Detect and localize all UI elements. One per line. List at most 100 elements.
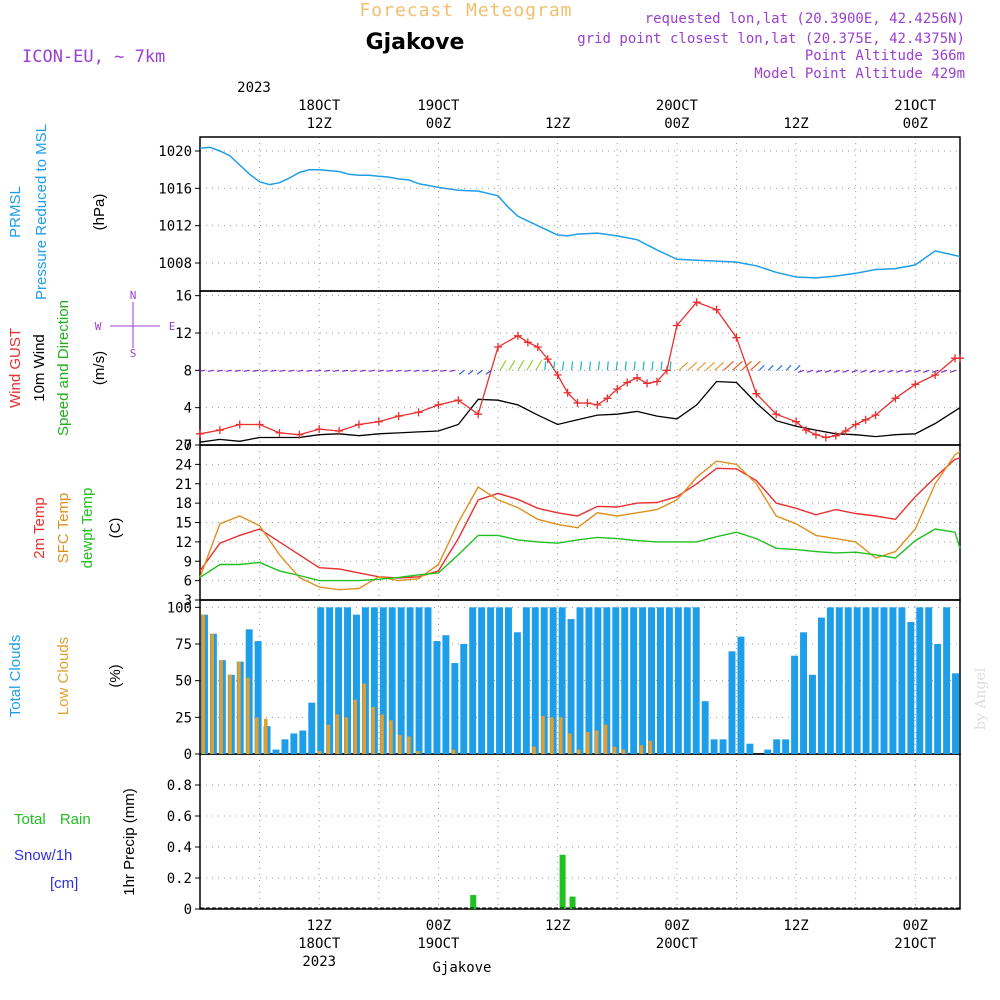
- precip-labels: Total Rain Snow/1h [cm] 1hr Precip (mm): [14, 788, 138, 896]
- total-cloud-bar: [344, 607, 351, 754]
- gust-marker: [295, 430, 304, 439]
- total-cloud-bar: [782, 739, 790, 754]
- wind-direction-arrow: [324, 369, 331, 372]
- ytick-label: 27: [175, 438, 192, 454]
- pressure-label-2: Pressure Reduced to MSL: [33, 124, 50, 300]
- gust-marker: [652, 377, 661, 386]
- ytick-label: 1012: [158, 219, 192, 235]
- total-cloud-bar: [585, 607, 593, 754]
- temp-2m-line: [199, 457, 961, 579]
- wind-direction-arrow: [633, 361, 636, 371]
- wind-direction-arrow: [723, 360, 734, 371]
- wind-direction-arrow: [687, 361, 698, 371]
- total-cloud-bar: [496, 607, 503, 754]
- total-cloud-bar: [254, 641, 262, 754]
- total-cloud-bar: [809, 674, 816, 754]
- wind-direction-arrow: [404, 369, 411, 372]
- total-cloud-bar: [639, 607, 647, 754]
- panel-frame: [199, 136, 961, 292]
- low-cloud-bar: [568, 733, 572, 754]
- bottom-hour-label: 12Z: [545, 918, 570, 934]
- wind-direction-arrow: [579, 361, 583, 371]
- panel-0: 1008 1012 1016 1020: [158, 136, 961, 292]
- total-cloud-bar: [308, 702, 316, 754]
- gust-marker: [414, 408, 423, 417]
- gust-marker: [563, 388, 572, 397]
- low-cloud-bar: [416, 751, 420, 754]
- wind-direction-arrow: [931, 369, 939, 373]
- ytick-label: 4: [184, 401, 192, 417]
- ytick-label: 0: [184, 438, 192, 454]
- ytick-label: 0: [184, 747, 192, 763]
- wind-direction-arrow: [315, 369, 322, 372]
- year-top: 2023: [237, 80, 271, 96]
- gust-marker: [494, 343, 503, 351]
- total-cloud-bar: [388, 607, 396, 754]
- wind-direction-arrow: [949, 369, 957, 373]
- top-time-axis: 18OCT 12Z 19OCT 00Z 12Z 20OCT 00Z 12Z 21OCT 00Z: [298, 98, 937, 132]
- gust-marker: [523, 338, 532, 347]
- total-cloud-bar: [674, 607, 682, 754]
- gust-marker: [752, 389, 761, 398]
- total-cloud-label: Total Clouds: [7, 635, 24, 718]
- total-cloud-bar: [692, 607, 700, 754]
- wind-direction-arrow: [570, 361, 574, 371]
- low-cloud-bar: [317, 751, 322, 754]
- total-cloud-bar: [862, 607, 870, 754]
- low-cloud-bar: [344, 717, 349, 754]
- gust-marker: [583, 399, 592, 407]
- wind-direction-arrow: [288, 369, 295, 372]
- total-cloud-bar: [576, 607, 584, 754]
- gust-marker: [871, 411, 880, 420]
- total-cloud-bar: [630, 607, 638, 754]
- total-cloud-bar: [540, 607, 548, 754]
- low-cloud-bar: [594, 730, 599, 754]
- gust-marker: [732, 333, 741, 342]
- gust-marker: [275, 428, 284, 437]
- gust-marker: [454, 396, 463, 405]
- cloud-labels: Total Clouds Low Clouds (%): [7, 635, 124, 718]
- total-cloud-bar: [648, 607, 655, 754]
- top-date-label: 20OCT: [656, 98, 699, 114]
- total-cloud-bar: [299, 730, 307, 754]
- wind-direction-arrow: [842, 369, 849, 373]
- wind-direction-arrow: [660, 361, 663, 371]
- wind-direction-arrow: [553, 361, 556, 371]
- wind-direction-arrow: [642, 361, 645, 371]
- wind-unit: (m/s): [91, 351, 108, 385]
- total-cloud-bar: [791, 655, 799, 754]
- pressure-line: [199, 146, 961, 279]
- wind-direction-arrow: [887, 369, 894, 373]
- wind-direction-arrow: [279, 369, 286, 372]
- wind-direction-arrow: [678, 361, 689, 371]
- low-cloud-bar: [585, 732, 590, 754]
- ytick-label: 1016: [158, 181, 192, 197]
- gust-marker: [215, 426, 224, 435]
- sfc-temp-line: [199, 450, 961, 591]
- total-cloud-bar: [943, 607, 951, 754]
- ytick-label: 12: [175, 535, 192, 551]
- wind-direction-arrow: [526, 360, 534, 371]
- wind-direction-arrow: [458, 369, 465, 375]
- wind-direction-arrow: [794, 364, 801, 371]
- top-date-label: 18OCT: [298, 98, 341, 114]
- total-cloud-bar: [853, 607, 861, 754]
- low-cloud-bar: [246, 677, 250, 754]
- gust-marker: [662, 366, 671, 375]
- dewpt-label: dewpt Temp: [79, 488, 96, 569]
- gust-marker: [553, 371, 562, 379]
- total-cloud-bar: [737, 636, 745, 754]
- total-cloud-bar: [406, 607, 414, 754]
- total-cloud-bar: [522, 607, 530, 754]
- total-cloud-bar: [317, 607, 325, 754]
- location-title: Gjakove: [366, 30, 465, 55]
- total-cloud-bar: [558, 607, 566, 754]
- gust-marker: [623, 378, 632, 387]
- total-cloud-bar: [397, 607, 405, 754]
- wind-direction-arrow: [878, 369, 885, 373]
- wind-direction-arrow: [261, 369, 268, 372]
- top-date-label: 21OCT: [894, 98, 937, 114]
- ytick-label: 0.2: [167, 871, 192, 887]
- ytick-label: 8: [184, 363, 192, 379]
